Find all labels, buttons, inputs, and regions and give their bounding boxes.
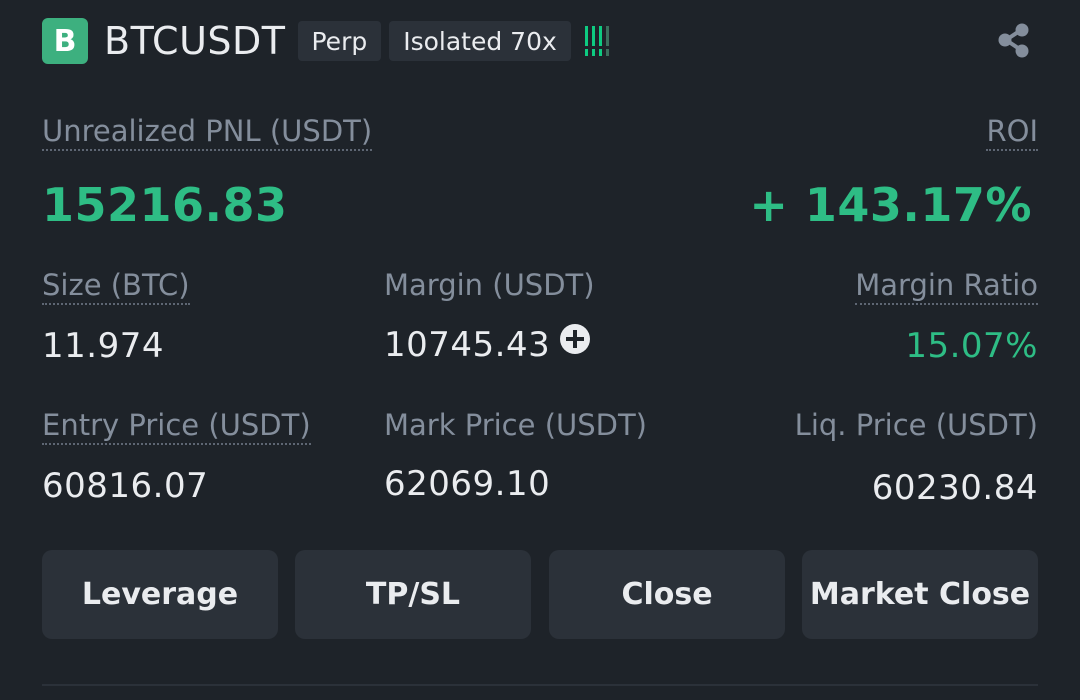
roi-value: + 143.17%	[749, 178, 1032, 232]
margin-value-group: 10745.43	[384, 324, 591, 365]
bottom-divider	[42, 684, 1038, 686]
margin-ratio-value: 15.07%	[905, 326, 1038, 366]
margin-label: Margin (USDT)	[384, 268, 595, 302]
margin-value: 10745.43	[384, 325, 551, 365]
symbol-title[interactable]: BTCUSDT	[104, 19, 286, 63]
unrealized-pnl-label[interactable]: Unrealized PNL (USDT)	[42, 114, 373, 151]
margin-ratio-label[interactable]: Margin Ratio	[855, 268, 1038, 305]
mark-price-label: Mark Price (USDT)	[384, 408, 647, 442]
entry-price-label[interactable]: Entry Price (USDT)	[42, 408, 311, 445]
liq-price-label: Liq. Price (USDT)	[794, 408, 1038, 442]
close-button[interactable]: Close	[549, 550, 785, 639]
liq-price-value: 60230.84	[871, 468, 1038, 508]
unrealized-pnl-value: 15216.83	[42, 178, 288, 232]
tpsl-button[interactable]: TP/SL	[295, 550, 531, 639]
margin-mode-tag[interactable]: Isolated 70x	[389, 21, 571, 61]
leverage-button[interactable]: Leverage	[42, 550, 278, 639]
signal-strength-icon	[584, 25, 613, 57]
share-icon[interactable]	[996, 22, 1032, 58]
position-header: B BTCUSDT Perp Isolated 70x	[42, 17, 613, 65]
mark-price-value: 62069.10	[384, 464, 551, 504]
market-close-button[interactable]: Market Close	[802, 550, 1038, 639]
size-value: 11.974	[42, 326, 164, 366]
entry-price-value: 60816.07	[42, 466, 209, 506]
buy-side-badge: B	[42, 18, 88, 64]
roi-label[interactable]: ROI	[986, 114, 1038, 151]
add-margin-icon[interactable]	[560, 324, 591, 354]
size-label[interactable]: Size (BTC)	[42, 268, 190, 305]
contract-type-tag: Perp	[297, 21, 382, 61]
